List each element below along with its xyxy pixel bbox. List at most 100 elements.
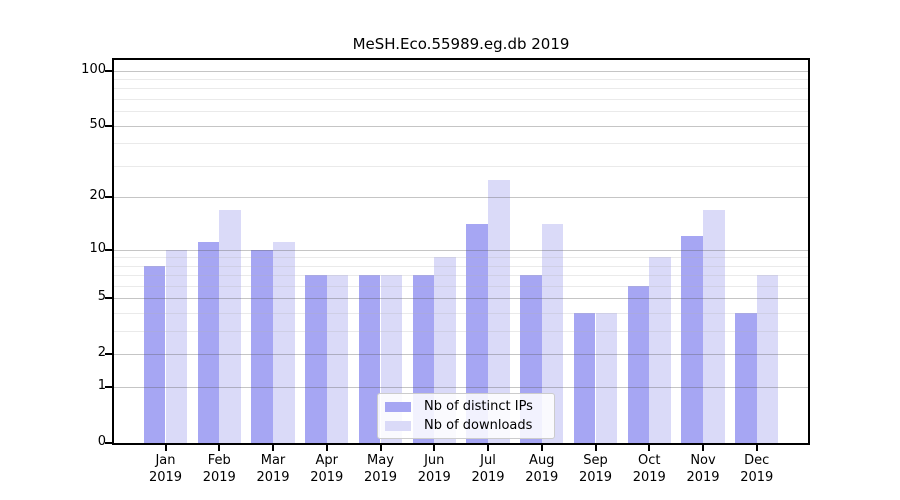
chart-title: MeSH.Eco.55989.eg.db 2019 (352, 35, 570, 53)
bar-downloads-apr-2019 (326, 275, 349, 443)
bar-distinct-ips-may-2019 (358, 275, 381, 443)
bar-distinct-ips-jul-2019 (466, 224, 488, 443)
gridline-major-100 (113, 71, 809, 72)
bar-distinct-ips-apr-2019 (305, 275, 327, 443)
year-label: 2019 (202, 470, 236, 485)
x-tick-label-mar-2019: Mar 2019 (245, 452, 301, 486)
bar-distinct-ips-jan-2019 (143, 265, 166, 443)
x-tick-mar-2019 (272, 443, 274, 451)
year-label: 2019 (363, 470, 398, 485)
bar-downloads-sep-2019 (595, 313, 618, 443)
month-label: Jul (480, 453, 496, 468)
month-label: May (367, 453, 394, 468)
bar-distinct-ips-dec-2019 (735, 313, 757, 443)
legend: Nb of distinct IPs Nb of downloads (377, 393, 555, 439)
x-tick-sep-2019 (594, 443, 597, 451)
gridline-major-1 (113, 387, 809, 388)
y-tick-label-0: 0 (97, 434, 106, 449)
y-tick-label-100: 100 (81, 61, 106, 77)
month-label: Jan (155, 453, 176, 468)
gridline-minor-4 (113, 313, 809, 314)
bar-distinct-ips-mar-2019 (251, 249, 273, 443)
x-tick-label-feb-2019: Feb 2019 (191, 452, 247, 486)
x-tick-jul-2019 (487, 443, 489, 451)
gridline-major-20 (113, 197, 809, 198)
x-tick-oct-2019 (648, 443, 651, 451)
bar-downloads-aug-2019 (541, 224, 564, 443)
year-label: 2019 (632, 470, 666, 485)
gridline-minor-90 (113, 79, 809, 80)
gridline-minor-9 (113, 257, 809, 258)
y-tick-label-1: 1 (97, 378, 106, 394)
month-label: Apr (315, 453, 339, 468)
month-label: Mar (260, 453, 286, 468)
gridline-minor-40 (113, 143, 809, 144)
year-label: 2019 (471, 470, 505, 485)
legend-swatch-downloads (385, 420, 411, 431)
month-label: Nov (690, 453, 716, 468)
year-label: 2019 (256, 470, 290, 485)
y-tick-label-50: 50 (89, 116, 106, 132)
y-tick-2 (105, 353, 113, 356)
y-tick-label-2: 2 (97, 345, 106, 361)
legend-item-downloads: Nb of downloads (385, 417, 546, 434)
year-label: 2019 (148, 470, 183, 485)
gridline-minor-70 (113, 99, 809, 100)
y-tick-50 (105, 124, 113, 127)
month-label: Aug (529, 453, 555, 468)
month-label: Oct (638, 453, 661, 468)
gridline-minor-6 (113, 286, 809, 287)
x-tick-label-oct-2019: Oct 2019 (621, 452, 677, 486)
y-tick-label-5: 5 (97, 289, 106, 305)
bar-downloads-dec-2019 (756, 275, 779, 443)
legend-label-distinct-ips: Nb of distinct IPs (424, 399, 533, 414)
bar-downloads-jan-2019 (165, 249, 188, 443)
x-tick-label-apr-2019: Apr 2019 (299, 452, 355, 486)
gridline-minor-80 (113, 88, 809, 89)
y-tick-1 (105, 386, 113, 389)
legend-item-distinct-ips: Nb of distinct IPs (385, 398, 546, 415)
bar-downloads-mar-2019 (273, 242, 295, 443)
bar-distinct-ips-nov-2019 (681, 236, 703, 443)
bar-downloads-jul-2019 (488, 180, 510, 443)
x-tick-apr-2019 (325, 443, 328, 451)
x-tick-label-nov-2019: Nov 2019 (675, 452, 731, 486)
gridline-major-10 (113, 250, 809, 251)
year-label: 2019 (525, 470, 559, 485)
bar-downloads-oct-2019 (649, 257, 671, 443)
month-label: Feb (207, 453, 231, 468)
x-tick-label-jun-2019: Jun 2019 (406, 452, 462, 486)
gridline-minor-60 (113, 111, 809, 112)
bar-distinct-ips-sep-2019 (573, 313, 596, 443)
x-tick-nov-2019 (702, 443, 704, 451)
x-tick-label-jan-2019: Jan 2019 (138, 452, 194, 486)
gridline-minor-3 (113, 331, 809, 332)
year-label: 2019 (417, 470, 451, 485)
gridline-major-50 (113, 126, 809, 127)
bar-distinct-ips-oct-2019 (627, 285, 650, 443)
x-tick-may-2019 (379, 443, 382, 451)
gridline-major-5 (113, 298, 809, 299)
gridline-minor-8 (113, 266, 809, 267)
x-tick-dec-2019 (755, 443, 758, 451)
y-tick-10 (105, 248, 113, 251)
year-label: 2019 (686, 470, 720, 485)
y-tick-5 (105, 297, 113, 300)
x-tick-jun-2019 (433, 443, 436, 451)
gridline-minor-7 (113, 275, 809, 276)
x-tick-label-sep-2019: Sep 2019 (568, 452, 624, 486)
x-tick-aug-2019 (540, 443, 543, 451)
month-label: Dec (744, 453, 770, 468)
year-label: 2019 (310, 470, 344, 485)
x-tick-label-jul-2019: Jul 2019 (460, 452, 516, 486)
x-tick-feb-2019 (218, 443, 221, 451)
legend-label-downloads: Nb of downloads (424, 418, 533, 433)
year-label: 2019 (578, 470, 613, 485)
y-tick-100 (105, 69, 113, 72)
y-tick-20 (105, 196, 113, 199)
y-tick-label-10: 10 (89, 240, 106, 256)
x-tick-label-aug-2019: Aug 2019 (514, 452, 570, 486)
x-tick-label-dec-2019: Dec 2019 (729, 452, 785, 486)
legend-swatch-distinct-ips (385, 401, 411, 412)
